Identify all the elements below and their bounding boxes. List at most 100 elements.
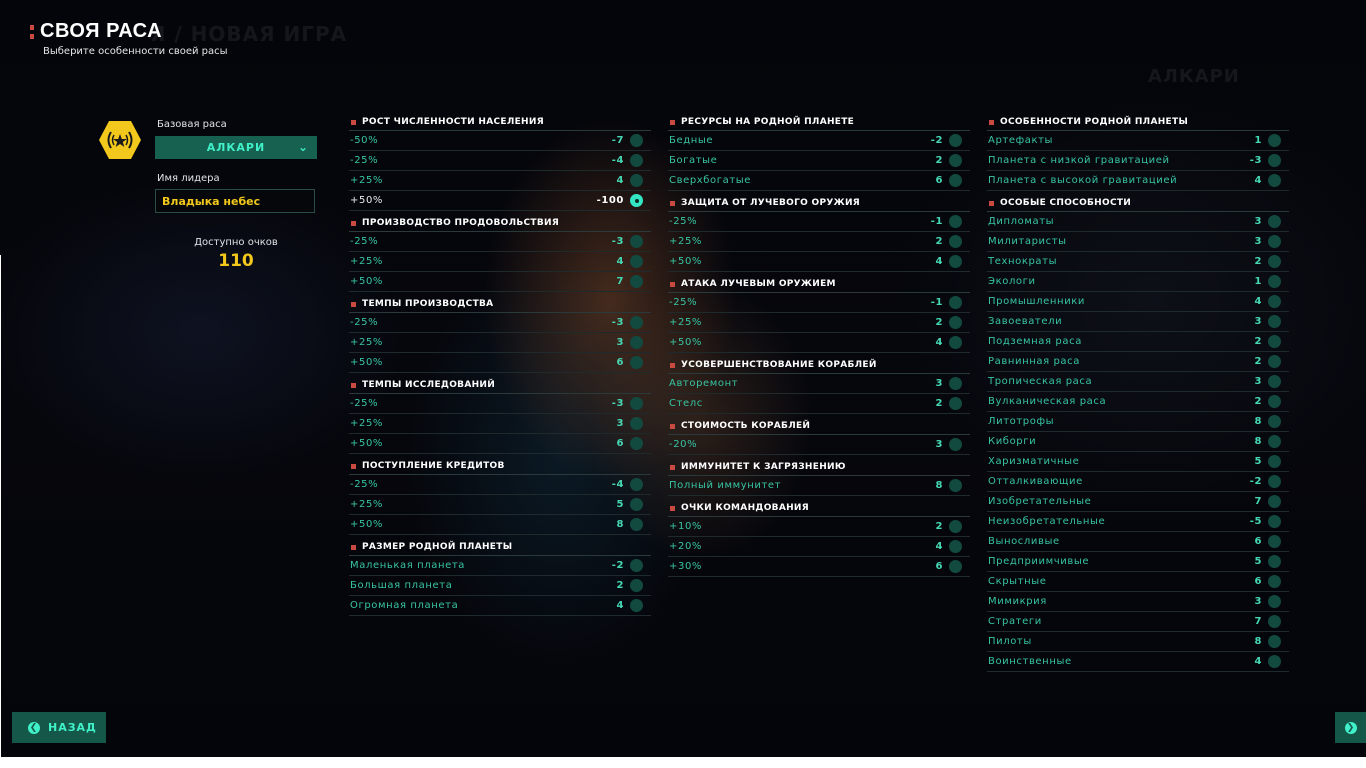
trait-option[interactable]: +50% 7	[349, 272, 651, 292]
trait-option[interactable]: Неизобретательные -5	[987, 512, 1289, 532]
radio-icon[interactable]	[949, 520, 962, 533]
radio-icon[interactable]	[630, 579, 643, 592]
radio-icon[interactable]	[630, 559, 643, 572]
radio-icon[interactable]	[949, 134, 962, 147]
radio-icon[interactable]	[1268, 455, 1281, 468]
radio-icon[interactable]	[1268, 174, 1281, 187]
trait-option[interactable]: Харизматичные 5	[987, 452, 1289, 472]
radio-icon[interactable]	[949, 215, 962, 228]
trait-option[interactable]: Стратеги 7	[987, 612, 1289, 632]
radio-icon[interactable]	[1268, 535, 1281, 548]
trait-option[interactable]: Сверхбогатые 6	[668, 171, 970, 191]
trait-option[interactable]: +50% 4	[668, 333, 970, 353]
trait-option[interactable]: +25% 2	[668, 313, 970, 333]
trait-option[interactable]: Литотрофы 8	[987, 412, 1289, 432]
trait-option[interactable]: Огромная планета 4	[349, 596, 651, 616]
radio-icon[interactable]	[630, 336, 643, 349]
trait-option[interactable]: -20% 3	[668, 435, 970, 455]
trait-option[interactable]: Технократы 2	[987, 252, 1289, 272]
radio-icon[interactable]	[630, 134, 643, 147]
trait-option[interactable]: Равнинная раса 2	[987, 352, 1289, 372]
radio-icon[interactable]	[630, 356, 643, 369]
trait-option[interactable]: +30% 6	[668, 557, 970, 577]
radio-icon[interactable]	[1268, 635, 1281, 648]
radio-icon[interactable]	[949, 174, 962, 187]
radio-icon[interactable]	[949, 397, 962, 410]
trait-option[interactable]: Воинственные 4	[987, 652, 1289, 672]
radio-icon[interactable]	[630, 498, 643, 511]
trait-option[interactable]: Завоеватели 3	[987, 312, 1289, 332]
radio-icon[interactable]	[1268, 134, 1281, 147]
radio-icon[interactable]	[630, 275, 643, 288]
trait-option[interactable]: Дипломаты 3	[987, 212, 1289, 232]
radio-icon[interactable]	[1268, 515, 1281, 528]
trait-option[interactable]: +25% 3	[349, 414, 651, 434]
radio-icon[interactable]	[1268, 435, 1281, 448]
radio-selected-icon[interactable]	[630, 194, 643, 207]
trait-option[interactable]: Предприимчивые 5	[987, 552, 1289, 572]
radio-icon[interactable]	[630, 417, 643, 430]
radio-icon[interactable]	[1268, 375, 1281, 388]
radio-icon[interactable]	[630, 154, 643, 167]
leader-name-input[interactable]: Владыка небес	[155, 189, 315, 213]
radio-icon[interactable]	[630, 255, 643, 268]
radio-icon[interactable]	[1268, 495, 1281, 508]
trait-option[interactable]: Богатые 2	[668, 151, 970, 171]
trait-option[interactable]: Экологи 1	[987, 272, 1289, 292]
radio-icon[interactable]	[1268, 295, 1281, 308]
trait-option[interactable]: Выносливые 6	[987, 532, 1289, 552]
trait-option[interactable]: -25% -3	[349, 313, 651, 333]
radio-icon[interactable]	[1268, 655, 1281, 668]
radio-icon[interactable]	[1268, 395, 1281, 408]
trait-option[interactable]: +50% 8	[349, 515, 651, 535]
trait-option[interactable]: Полный иммунитет 8	[668, 476, 970, 496]
trait-option[interactable]: Промышленники 4	[987, 292, 1289, 312]
radio-icon[interactable]	[949, 540, 962, 553]
radio-icon[interactable]	[949, 479, 962, 492]
radio-icon[interactable]	[949, 438, 962, 451]
radio-icon[interactable]	[949, 296, 962, 309]
trait-option[interactable]: Скрытные 6	[987, 572, 1289, 592]
trait-option[interactable]: Милитаристы 3	[987, 232, 1289, 252]
trait-option[interactable]: +25% 4	[349, 171, 651, 191]
radio-icon[interactable]	[949, 316, 962, 329]
trait-option[interactable]: -25% -4	[349, 151, 651, 171]
trait-option[interactable]: Планета с высокой гравитацией 4	[987, 171, 1289, 191]
trait-option[interactable]: Мимикрия 3	[987, 592, 1289, 612]
trait-option[interactable]: Киборги 8	[987, 432, 1289, 452]
next-button[interactable]: ❯	[1335, 712, 1366, 743]
trait-option[interactable]: Тропическая раса 3	[987, 372, 1289, 392]
radio-icon[interactable]	[1268, 315, 1281, 328]
radio-icon[interactable]	[1268, 335, 1281, 348]
trait-option[interactable]: +50% 6	[349, 353, 651, 373]
trait-option[interactable]: +50% 6	[349, 434, 651, 454]
radio-icon[interactable]	[949, 154, 962, 167]
trait-option[interactable]: Вулканическая раса 2	[987, 392, 1289, 412]
radio-icon[interactable]	[630, 235, 643, 248]
radio-icon[interactable]	[630, 397, 643, 410]
trait-option[interactable]: +50% -100	[349, 191, 651, 211]
radio-icon[interactable]	[949, 255, 962, 268]
radio-icon[interactable]	[630, 518, 643, 531]
base-race-dropdown[interactable]: АЛКАРИ ⌄	[155, 136, 317, 159]
radio-icon[interactable]	[949, 336, 962, 349]
trait-option[interactable]: Отталкивающие -2	[987, 472, 1289, 492]
radio-icon[interactable]	[1268, 595, 1281, 608]
radio-icon[interactable]	[1268, 235, 1281, 248]
trait-option[interactable]: Бедные -2	[668, 131, 970, 151]
radio-icon[interactable]	[1268, 215, 1281, 228]
trait-option[interactable]: +50% 4	[668, 252, 970, 272]
trait-option[interactable]: Изобретательные 7	[987, 492, 1289, 512]
trait-option[interactable]: Пилоты 8	[987, 632, 1289, 652]
radio-icon[interactable]	[1268, 575, 1281, 588]
radio-icon[interactable]	[630, 316, 643, 329]
trait-option[interactable]: Авторемонт 3	[668, 374, 970, 394]
radio-icon[interactable]	[630, 599, 643, 612]
trait-option[interactable]: Большая планета 2	[349, 576, 651, 596]
trait-option[interactable]: Подземная раса 2	[987, 332, 1289, 352]
radio-icon[interactable]	[630, 174, 643, 187]
trait-option[interactable]: +25% 3	[349, 333, 651, 353]
trait-option[interactable]: -25% -1	[668, 212, 970, 232]
trait-option[interactable]: Планета с низкой гравитацией -3	[987, 151, 1289, 171]
radio-icon[interactable]	[1268, 255, 1281, 268]
